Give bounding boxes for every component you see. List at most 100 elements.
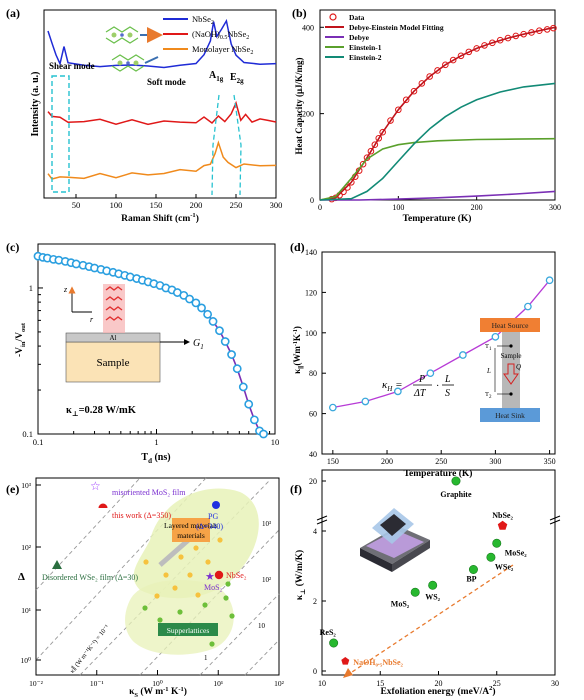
b-x-tick-label: 100: [392, 203, 404, 212]
sample-label: Sample: [97, 357, 130, 369]
iso-kappa-line-label: κ∥ (W m⁻¹K⁻¹) = 10⁻¹: [68, 623, 111, 675]
panel-d: (d) 150 200 250 300 350 40 60 80 100 120 140 Tempe…: [290, 240, 556, 479]
b-data-point: [457, 52, 465, 60]
b-data-point: [375, 134, 383, 142]
heat-source-label: Heat Source: [492, 321, 530, 330]
a-series-line-2: [47, 140, 277, 180]
b-data-point: [473, 45, 480, 52]
panel-e-y-axis-label: Δ: [18, 571, 25, 583]
sample-bar: [502, 332, 520, 408]
f-point-pentagon: [497, 520, 508, 530]
a-x-tick-label: 150: [150, 200, 163, 210]
panel-b-frame: [319, 9, 556, 201]
c-data-point: [238, 382, 248, 392]
a-series-line-1: [47, 100, 277, 126]
c-data-point: [203, 309, 213, 319]
panel-a-series: [47, 18, 277, 180]
f-x-tick-label: 15: [376, 679, 384, 688]
f-point-label: BP: [466, 575, 476, 584]
r-label: r: [90, 315, 94, 324]
contour-label-1000: 10³: [262, 520, 271, 528]
b-data-point: [489, 39, 496, 47]
formula-l: L: [444, 374, 451, 385]
a-x-tick-label: 300: [270, 200, 283, 210]
panel-b-series: [319, 24, 557, 203]
panel-e-ticks: 10⁻² 10⁻¹ 10⁰ 10¹ 10² 10⁰ 10¹ 10² 10³: [20, 481, 284, 688]
d-y-tick-label: 140: [305, 248, 317, 257]
e-x-tick-label: 10⁻²: [29, 679, 43, 688]
d-x-tick-label: 350: [544, 457, 556, 466]
d-x-tick-label: 150: [327, 457, 339, 466]
device-inset-illustration: [360, 508, 430, 572]
panel-f-x-axis-label: Exfoliation energy (meV/A2): [380, 685, 495, 697]
sample-block: [65, 341, 161, 383]
layered-materials-label-line2: materials: [177, 531, 205, 540]
b-series-line-1: [319, 26, 556, 201]
f-y-tick-label: 20: [309, 477, 317, 486]
sample-bar-label: Sample: [501, 352, 522, 360]
panel-e: (e) 10³ 10² 10 1 κ∥ (W m⁻¹K⁻¹) = 10⁻¹ La…: [6, 477, 285, 699]
e-y-tick-label: 10²: [21, 543, 32, 552]
a-x-tick-label: 250: [230, 200, 243, 210]
g1-label: G1: [193, 338, 204, 351]
formula-s: S: [445, 388, 450, 399]
panel-b: (b) 0 100 200 300 0 200 400 Temperature (K) He…: [292, 6, 561, 224]
e-y-tick-label: 10³: [21, 481, 32, 490]
thermoreflectance-schematic: Al Sample z r G1: [63, 284, 204, 383]
layered-materials-label: Layered materials: [164, 521, 218, 530]
f-x-tick-label: 20: [435, 679, 443, 688]
panel-d-series: [328, 276, 554, 412]
d-data-point: [328, 403, 337, 412]
d-y-tick-label: 40: [309, 450, 317, 459]
f-point: [410, 587, 420, 597]
f-point-label: WSe₂: [495, 562, 514, 571]
pg-delta-label: (Δ=340): [196, 522, 223, 531]
c-data-point: [232, 364, 242, 374]
b-legend-marker: [329, 13, 337, 21]
c-data-point: [220, 337, 230, 346]
f-y-tick-label: 4: [313, 527, 317, 536]
f-point-pentagon: [341, 657, 350, 665]
contour-label-10: 10: [258, 622, 266, 630]
b-y-tick-label: 0: [310, 196, 314, 205]
f-x-tick-label: 25: [493, 679, 501, 688]
f-point: [329, 638, 339, 648]
d-x-tick-label: 250: [435, 457, 447, 466]
a-series-line-0: [47, 18, 277, 69]
panel-b-label: (b): [292, 6, 307, 20]
d-data-point: [491, 332, 500, 341]
panel-a-legend: NbSe2 (NaOH)0.5NbSe2 Monolayer NbSe2: [163, 14, 253, 56]
c-x-tick-label: 10: [271, 437, 280, 447]
e-x-tick-label: 10⁻¹: [90, 679, 104, 688]
panel-d-frame: [321, 251, 556, 455]
layered-materials-badge: [172, 518, 210, 542]
panel-a-y-axis-label: Intensity (a. u.): [30, 71, 41, 136]
crystal-structure-icon: [105, 26, 163, 72]
d-data-point: [524, 302, 532, 311]
b-series-line-3: [319, 137, 556, 201]
c-data-point: [71, 259, 81, 269]
e-y-tick-label: 10⁰: [20, 656, 31, 665]
superlattices-region: [125, 580, 234, 655]
contour-label-1: 1: [204, 654, 208, 662]
laser-pulses: [105, 286, 123, 321]
axis-break-marks: [316, 515, 561, 525]
d-data-point: [545, 276, 554, 285]
al-label: Al: [110, 334, 117, 342]
formula-dt: ΔT: [413, 388, 427, 399]
misoriented-mos2-marker: ☆: [90, 479, 101, 493]
panel-a-label: (a): [6, 6, 20, 20]
panel-a: (a) 50 100 150 200 250 300 Raman Shift (cm-1)…: [6, 6, 282, 224]
pg-marker: [212, 501, 220, 509]
d-x-tick-label: 200: [381, 457, 393, 466]
panel-d-x-axis-label: Temperature (K): [404, 468, 473, 479]
panel-a-x-axis-label: Raman Shift (cm-1): [121, 212, 199, 224]
panel-c-label: (c): [6, 240, 19, 254]
z-label: z: [63, 285, 68, 294]
e-x-tick-label: 10⁰: [152, 679, 163, 688]
f-point: [451, 476, 461, 486]
mos2-label: MoS₂: [204, 583, 223, 592]
f-point-label: NaOH₀.₅NbSe₂: [353, 658, 403, 667]
b-data-point: [434, 67, 441, 74]
c-data-point: [208, 317, 218, 326]
